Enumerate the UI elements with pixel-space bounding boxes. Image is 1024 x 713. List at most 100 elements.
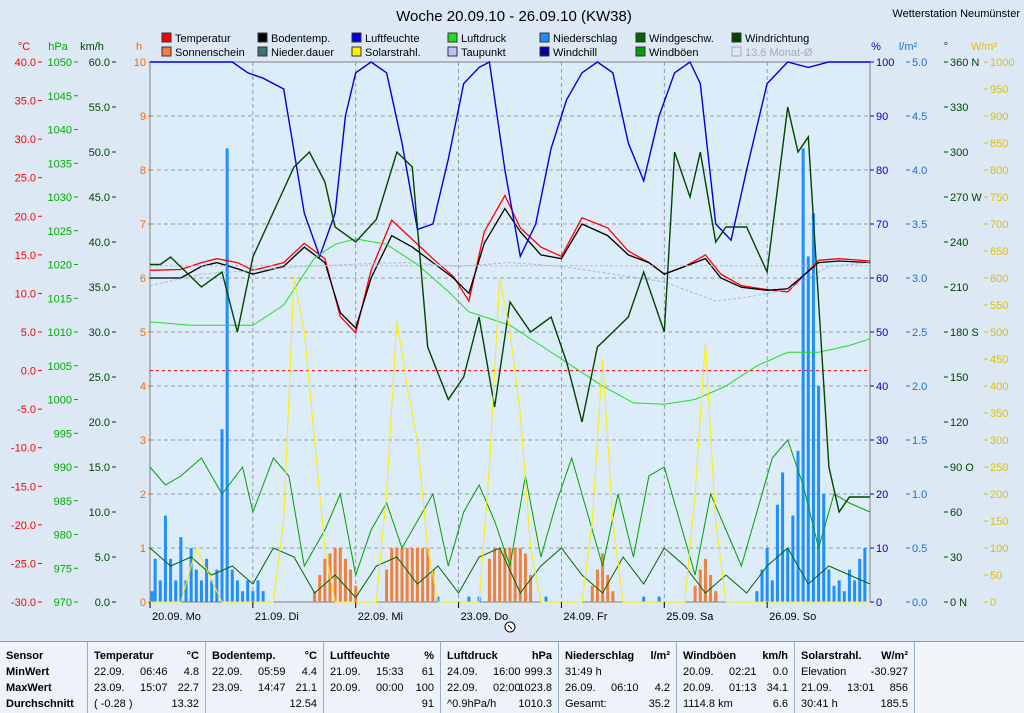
bar-sonnenschein — [498, 548, 502, 602]
bar-niederschlag — [811, 213, 815, 602]
legend-label: Bodentemp. — [271, 33, 330, 45]
summary-cell-date: 30:41 h — [801, 698, 838, 710]
summary-panel-title: Solarstrahl. — [801, 650, 862, 662]
axis-percent-tick: 50 — [876, 327, 888, 339]
summary-cell-value: 34.1 — [766, 682, 788, 694]
line-windrichtung — [150, 106, 870, 514]
legend-label: 13.6 Monat-Ø — [745, 47, 813, 59]
summary-cell-value: 999.3 — [524, 666, 552, 678]
bar-niederschlag — [225, 148, 229, 602]
bar-niederschlag — [832, 585, 836, 602]
bar-sonnenschein — [703, 558, 707, 602]
axis-wm2-tick: 650 — [990, 246, 1008, 258]
label-avg: Durchschnitt — [6, 698, 74, 710]
axis-lm2-tick: 3.0 — [912, 273, 927, 285]
summary-cell-date: 21.09. — [330, 666, 361, 678]
legend-swatch — [539, 32, 550, 43]
bar-sonnenschein — [523, 553, 527, 602]
axis-wm2-tick: 250 — [990, 462, 1008, 474]
axis-wm2-tick: 100 — [990, 543, 1008, 555]
summary-cell-value: 856 — [889, 682, 908, 694]
bar-niederschlag — [801, 148, 805, 602]
summary-panel-unit: °C — [186, 650, 199, 662]
axis-celsius-tick: 15.0 — [15, 250, 36, 262]
summary-cell-date: 31:49 h — [565, 666, 602, 678]
axis-wm2-tick: 600 — [990, 273, 1008, 285]
axis-hpa-tick: 1030 — [48, 192, 72, 204]
summary-panel-header: Bodentemp. °C — [206, 648, 323, 664]
bar-niederschlag — [775, 504, 779, 602]
summary-cell-time: 02:21 — [729, 666, 757, 678]
bar-niederschlag — [467, 596, 471, 602]
axis-degrees-tick: 210 — [950, 282, 968, 294]
summary-cell-value: 6.6 — [772, 698, 788, 710]
axis-unit-celsius: °C — [18, 41, 30, 53]
legend-label: Windchill — [553, 47, 597, 59]
bar-niederschlag — [642, 596, 646, 602]
bar-niederschlag — [847, 569, 851, 602]
bar-sonnenschein — [349, 569, 353, 602]
summary-cell-date: 20.09. — [330, 682, 361, 694]
axis-degrees-tick: 270 W — [950, 192, 982, 204]
bar-niederschlag — [842, 591, 846, 602]
bar-sonnenschein — [343, 558, 347, 602]
axis-hpa-tick: 1045 — [48, 91, 72, 103]
legend-label: Sonnenschein — [175, 47, 245, 59]
bar-sonnenschein — [513, 548, 517, 602]
bar-niederschlag — [184, 580, 188, 602]
legend-swatch — [351, 46, 362, 57]
bar-niederschlag — [235, 580, 239, 602]
summary-panel-title: Bodentemp. — [212, 650, 276, 662]
axis-wm2-tick: 900 — [990, 111, 1008, 123]
legend-swatch — [539, 46, 550, 57]
axis-kmh-tick: 55.0 — [89, 102, 110, 114]
axis-hpa-tick: 975 — [54, 563, 72, 575]
axis-wm2-tick: 200 — [990, 489, 1008, 501]
summary-panel: Niederschlag l/m² 31:49 h 26.09. 06:10 4.2 Ges… — [559, 642, 677, 713]
summary-cell-time: 06:46 — [140, 666, 168, 678]
summary-panel-unit: % — [424, 650, 434, 662]
summary-panel-title: Temperatur — [94, 650, 154, 662]
summary-cell-value: 1010.3 — [518, 698, 552, 710]
label-min: MinWert — [6, 666, 50, 678]
summary-panel-header: Temperatur °C — [88, 648, 205, 664]
axis-kmh-tick: 40.0 — [89, 237, 110, 249]
bar-sonnenschein — [611, 591, 615, 602]
axis-hours-tick: 5 — [140, 327, 146, 339]
legend-label: Windböen — [649, 47, 699, 59]
axis-kmh-tick: 20.0 — [89, 417, 110, 429]
axis-degrees-tick: 240 — [950, 237, 968, 249]
axis-unit-percent: % — [871, 41, 881, 53]
axis-hours-tick: 0 — [140, 597, 146, 609]
axis-hpa-tick: 995 — [54, 428, 72, 440]
legend-label: Solarstrahl. — [365, 47, 421, 59]
axis-wm2-tick: 750 — [990, 192, 1008, 204]
bar-sonnenschein — [590, 585, 594, 602]
axis-percent-tick: 90 — [876, 111, 888, 123]
axis-celsius-tick: 30.0 — [15, 134, 36, 146]
summary-panel-row: Gesamt: 35.2 — [559, 696, 676, 712]
axis-hours-tick: 3 — [140, 435, 146, 447]
bar-niederschlag — [781, 472, 785, 602]
axis-degrees-tick: 300 — [950, 147, 968, 159]
summary-panel-row: 12.54 — [206, 696, 323, 712]
bar-niederschlag — [817, 386, 821, 602]
legend-swatch — [635, 32, 646, 43]
summary-cell-date: 21.09. — [801, 682, 832, 694]
summary-cell-time: 15:07 — [140, 682, 168, 694]
summary-cell-value: -30.927 — [870, 666, 908, 678]
bar-niederschlag — [210, 580, 214, 602]
bar-sonnenschein — [487, 558, 491, 602]
summary-panel-header: Windböen km/h — [677, 648, 794, 664]
summary-cell-time: 06:10 — [611, 682, 639, 694]
legend-swatch — [731, 46, 742, 57]
summary-panel-row: Elevation -30.927 — [795, 664, 914, 680]
line-bodentemp — [150, 207, 871, 330]
summary-cell-value: 4.2 — [654, 682, 670, 694]
x-axis-day-label: 24.09. Fr — [563, 611, 607, 623]
summary-cell-value: 21.1 — [295, 682, 317, 694]
summary-panel-unit: °C — [304, 650, 317, 662]
chart-title: Woche 20.09.10 - 26.09.10 (KW38) — [396, 8, 632, 25]
axis-kmh-tick: 50.0 — [89, 147, 110, 159]
axis-celsius-tick: 20.0 — [15, 211, 36, 223]
